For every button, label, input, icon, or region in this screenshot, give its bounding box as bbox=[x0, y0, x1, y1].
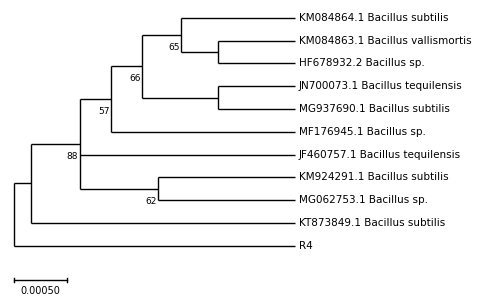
Text: 62: 62 bbox=[145, 197, 156, 206]
Text: JN700073.1 Bacillus tequilensis: JN700073.1 Bacillus tequilensis bbox=[299, 81, 463, 91]
Text: R4: R4 bbox=[299, 241, 313, 251]
Text: 88: 88 bbox=[66, 152, 78, 161]
Text: 65: 65 bbox=[168, 43, 179, 52]
Text: HF678932.2 Bacillus sp.: HF678932.2 Bacillus sp. bbox=[299, 58, 425, 68]
Text: KT873849.1 Bacillus subtilis: KT873849.1 Bacillus subtilis bbox=[299, 218, 446, 228]
Text: 0.00050: 0.00050 bbox=[20, 286, 60, 296]
Text: JF460757.1 Bacillus tequilensis: JF460757.1 Bacillus tequilensis bbox=[299, 150, 461, 160]
Text: MG937690.1 Bacillus subtilis: MG937690.1 Bacillus subtilis bbox=[299, 104, 450, 114]
Text: KM084864.1 Bacillus subtilis: KM084864.1 Bacillus subtilis bbox=[299, 13, 448, 23]
Text: MG062753.1 Bacillus sp.: MG062753.1 Bacillus sp. bbox=[299, 195, 428, 205]
Text: MF176945.1 Bacillus sp.: MF176945.1 Bacillus sp. bbox=[299, 127, 426, 137]
Text: KM924291.1 Bacillus subtilis: KM924291.1 Bacillus subtilis bbox=[299, 173, 448, 182]
Text: KM084863.1 Bacillus vallismortis: KM084863.1 Bacillus vallismortis bbox=[299, 36, 472, 46]
Text: 57: 57 bbox=[98, 107, 110, 116]
Text: 66: 66 bbox=[130, 74, 141, 83]
